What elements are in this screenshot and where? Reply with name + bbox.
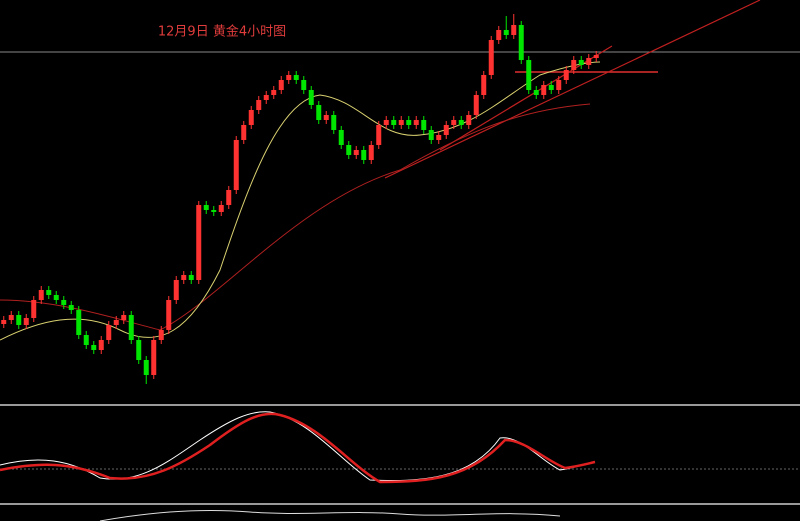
candle-body [443, 125, 449, 135]
candle-body [203, 205, 209, 210]
candle-body [293, 75, 299, 80]
candle-body [421, 120, 427, 130]
candle-body [61, 300, 67, 305]
candle-body [526, 60, 532, 90]
candle-body [533, 90, 539, 95]
candle-body [121, 315, 127, 320]
candle-body [151, 340, 157, 375]
candle-body [406, 120, 412, 125]
candle-body [53, 295, 59, 300]
candle-body [323, 115, 329, 120]
candle-body [376, 125, 382, 145]
candle-body [16, 315, 22, 325]
candle-body [248, 110, 254, 125]
candle-body [1, 320, 7, 324]
candle-body [271, 90, 277, 95]
candle-body [241, 125, 247, 140]
candle-body [511, 25, 517, 35]
candle-body [106, 325, 112, 340]
candle-body [98, 340, 104, 350]
candle-body [316, 105, 322, 120]
candle-body [46, 290, 52, 295]
moving-average [0, 103, 591, 331]
candle-body [196, 205, 202, 280]
candle-body [8, 315, 14, 320]
candle-body [488, 40, 494, 75]
candle-body [263, 95, 269, 100]
candle-body [173, 280, 179, 300]
candle-body [136, 340, 142, 360]
candle-body [128, 315, 134, 340]
candle-body [301, 80, 307, 90]
candle-body [308, 90, 314, 105]
candle-body [368, 145, 374, 160]
candle-body [391, 120, 397, 125]
trend-line [384, 0, 761, 179]
candle-body [31, 300, 37, 318]
candle-body [413, 120, 419, 125]
candle-body [586, 58, 592, 65]
candle-body [541, 85, 547, 95]
candle-body [181, 275, 187, 280]
candle-body [76, 310, 82, 335]
moving-average [0, 61, 601, 341]
candle-body [166, 300, 172, 330]
candle-body [286, 75, 292, 80]
candle-body [593, 55, 599, 58]
candle-body [496, 30, 502, 40]
candle-body [23, 318, 29, 325]
candle-body [428, 130, 434, 140]
indicator-line [99, 509, 561, 521]
candle-body [68, 305, 74, 310]
candle-body [473, 95, 479, 115]
signal-line [0, 412, 596, 484]
candle-body [346, 145, 352, 155]
macd-line [0, 411, 596, 482]
candle-body [503, 30, 509, 35]
candle-body [158, 330, 164, 340]
chart-title: 12月9日 黄金4小时图 [158, 24, 286, 40]
candle-body [451, 120, 457, 125]
candle-body [556, 80, 562, 90]
candle-body [353, 150, 359, 155]
candle-body [83, 335, 89, 345]
candle-body [383, 120, 389, 125]
candle-body [211, 210, 217, 212]
candle-body [91, 345, 97, 350]
candle-body [338, 130, 344, 145]
candle-body [571, 60, 577, 70]
candle-body [278, 80, 284, 90]
candle-body [226, 190, 232, 205]
candle-body [436, 135, 442, 140]
candle-body [398, 120, 404, 125]
candle-body [481, 75, 487, 95]
candle-body [466, 115, 472, 125]
candle-body [458, 120, 464, 125]
candle-body [188, 275, 194, 280]
candle-body [578, 60, 584, 65]
candle-body [113, 320, 119, 325]
candle-body [563, 70, 569, 80]
candle-body [548, 85, 554, 90]
candle-body [218, 205, 224, 212]
candle-body [256, 100, 262, 110]
candle-body [233, 140, 239, 190]
candle-body [331, 115, 337, 130]
candle-body [143, 360, 149, 375]
candle-body [361, 150, 367, 160]
candle-body [38, 290, 44, 300]
candle-body [518, 25, 524, 60]
